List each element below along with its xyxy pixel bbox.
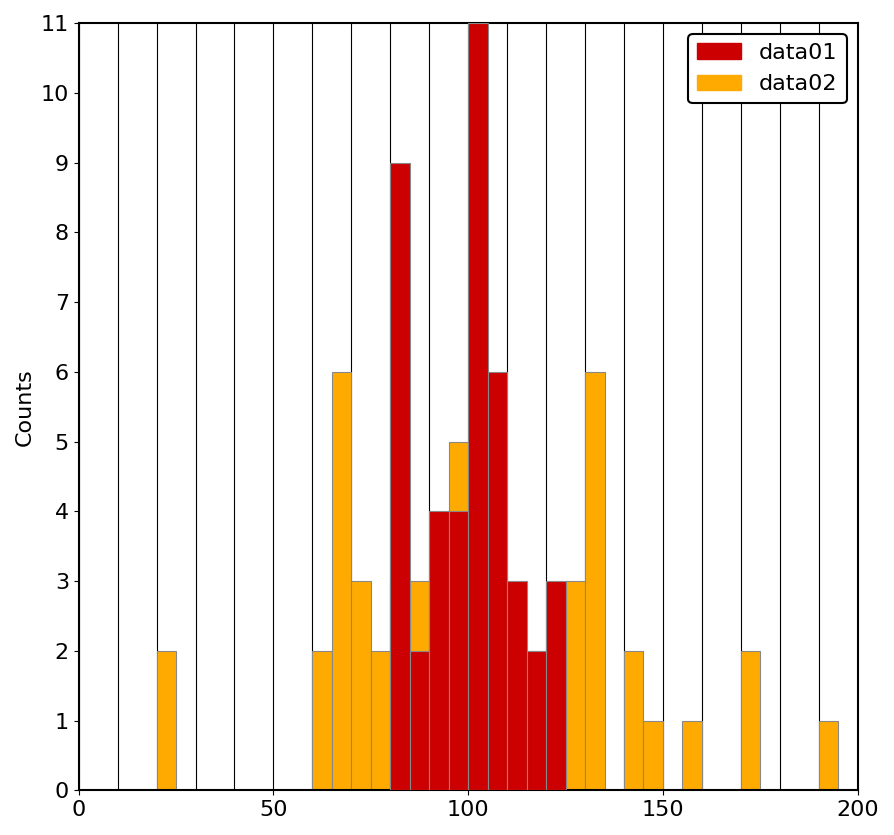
Bar bbox=[507, 581, 527, 790]
Bar bbox=[527, 650, 546, 790]
Bar bbox=[449, 442, 468, 790]
Bar bbox=[391, 581, 409, 790]
Bar bbox=[449, 511, 468, 790]
Bar bbox=[487, 372, 507, 790]
Bar bbox=[429, 581, 449, 790]
Bar bbox=[409, 581, 429, 790]
Bar bbox=[682, 721, 702, 790]
Bar bbox=[546, 581, 566, 790]
Y-axis label: Counts: Counts bbox=[15, 367, 35, 446]
Bar bbox=[332, 372, 351, 790]
Bar bbox=[468, 23, 487, 790]
Bar bbox=[527, 650, 546, 790]
Bar bbox=[371, 650, 391, 790]
Bar bbox=[566, 581, 585, 790]
Bar bbox=[624, 650, 644, 790]
Bar bbox=[507, 650, 527, 790]
Bar bbox=[429, 511, 449, 790]
Bar bbox=[546, 650, 566, 790]
Bar bbox=[409, 650, 429, 790]
Bar bbox=[819, 721, 839, 790]
Bar bbox=[487, 581, 507, 790]
Bar bbox=[468, 581, 487, 790]
Bar bbox=[741, 650, 760, 790]
Legend: data01, data02: data01, data02 bbox=[688, 34, 847, 103]
Bar bbox=[156, 650, 176, 790]
Bar bbox=[585, 372, 604, 790]
Bar bbox=[391, 163, 409, 790]
Bar bbox=[644, 721, 663, 790]
Bar bbox=[351, 581, 371, 790]
Bar bbox=[312, 650, 332, 790]
